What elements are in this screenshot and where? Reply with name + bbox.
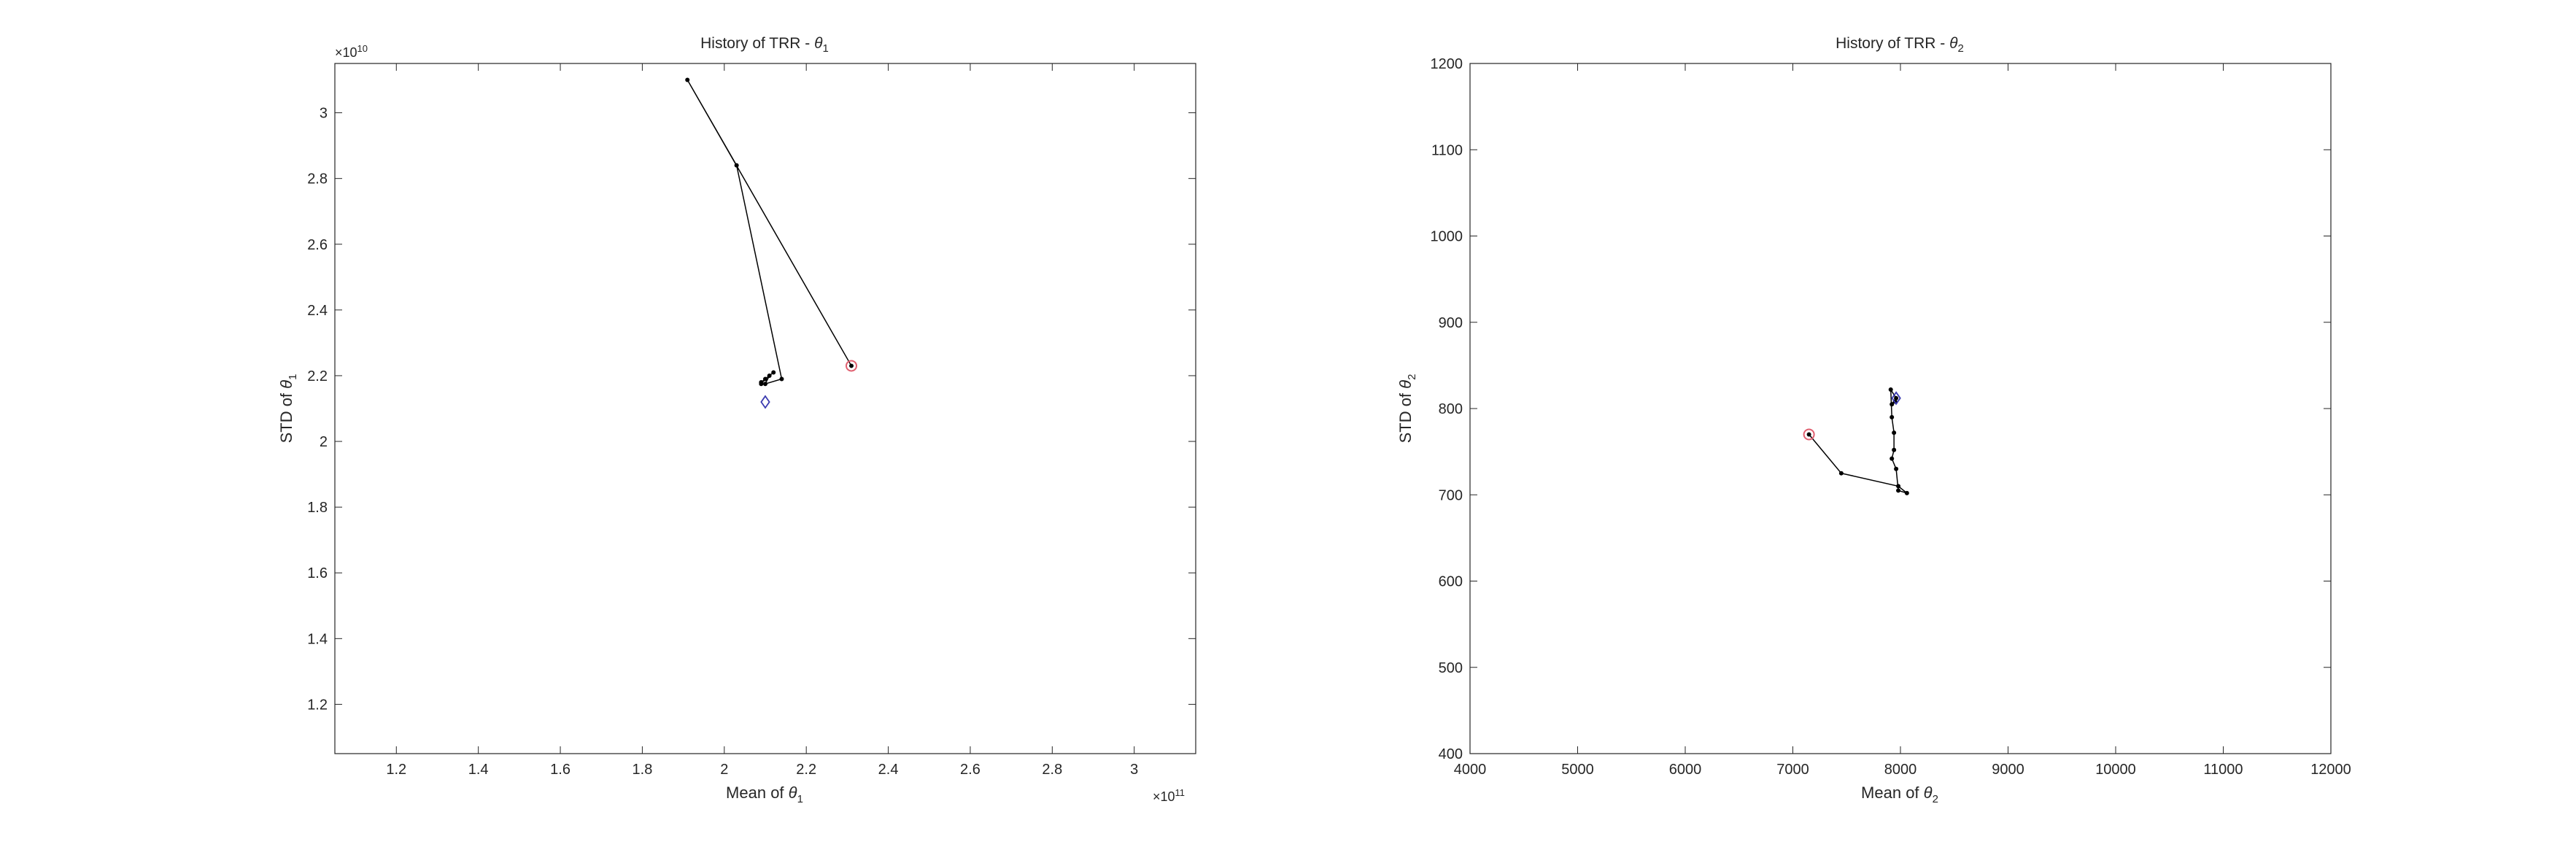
x-tick-label: 2.4 — [878, 762, 899, 778]
history-point — [1890, 402, 1895, 407]
chart2-series — [1803, 387, 1909, 495]
history-point — [759, 382, 764, 387]
history-point — [1894, 466, 1899, 471]
start-marker — [1803, 428, 1815, 441]
y-tick-label: 2.2 — [307, 368, 328, 384]
history-point — [767, 373, 772, 378]
x-tick-label: 2.2 — [796, 762, 816, 778]
y-tick-label: 1200 — [1431, 56, 1463, 72]
y-tick-label: 2.4 — [307, 303, 328, 319]
history-point — [771, 370, 776, 375]
x-tick-label: 5000 — [1561, 762, 1594, 778]
history-point — [763, 376, 767, 382]
x-tick-label: 2.8 — [1042, 762, 1062, 778]
y-tick-label: 3 — [320, 106, 328, 122]
chart1-y-exponent: ×1010 — [335, 43, 368, 60]
chart2-x-axis-label: Mean of θ2 — [1861, 784, 1938, 805]
y-tick-label: 1100 — [1431, 142, 1463, 158]
y-tick-label: 2.6 — [307, 237, 328, 253]
x-tick-label: 11000 — [2203, 762, 2243, 778]
chart2-title: History of TRR - θ2 — [1836, 35, 1964, 55]
history-point — [1890, 414, 1895, 419]
history-point — [1838, 471, 1844, 476]
y-tick-label: 900 — [1439, 315, 1463, 331]
y-tick-label: 1000 — [1431, 229, 1463, 245]
chart1-x-exponent: ×1011 — [1153, 787, 1185, 804]
x-tick-label: 1.2 — [386, 762, 406, 778]
x-tick-label: 8000 — [1884, 762, 1917, 778]
y-tick-label: 2 — [320, 434, 328, 450]
history-point — [763, 382, 767, 387]
history-point — [849, 363, 854, 368]
y-tick-label: 1.2 — [307, 697, 328, 713]
history-point — [1888, 387, 1893, 392]
y-tick-label: 1.4 — [307, 631, 328, 647]
x-tick-label: 2 — [720, 762, 728, 778]
reference-marker — [760, 395, 770, 409]
y-tick-label: 700 — [1439, 487, 1463, 503]
chart1-x-axis-label: Mean of θ1 — [726, 784, 803, 805]
history-point — [1896, 488, 1901, 493]
chart2-plot-area — [1469, 63, 2332, 754]
chart2-y-ticks: 400 500 600 700 800 900 1000 1100 1200 — [1431, 56, 2331, 762]
history-point — [685, 77, 690, 82]
x-tick-label: 1.4 — [468, 762, 489, 778]
history-point — [1904, 490, 1909, 495]
chart-theta2: History of TRR - θ2 4000 5000 6000 7000 8000… — [1396, 35, 2351, 805]
chart1-title: History of TRR - θ1 — [700, 35, 829, 55]
reference-marker — [1891, 391, 1901, 406]
x-tick-label: 6000 — [1669, 762, 1702, 778]
x-tick-label: 1.6 — [550, 762, 570, 778]
y-tick-label: 400 — [1439, 746, 1463, 762]
chart1-y-ticks: 1.2 1.4 1.6 1.8 2 2.2 2.4 2.6 2.8 3 — [307, 106, 1196, 713]
history-point — [1892, 447, 1897, 452]
chart1-x-ticks: 1.2 1.4 1.6 1.8 2 2.2 2.4 2.6 2.8 3 — [386, 63, 1138, 778]
history-point — [1894, 395, 1899, 401]
y-tick-label: 600 — [1439, 574, 1463, 590]
x-tick-label: 3 — [1130, 762, 1138, 778]
x-tick-label: 12000 — [2310, 762, 2351, 778]
history-point — [1896, 484, 1901, 489]
x-tick-label: 7000 — [1776, 762, 1809, 778]
chart-theta1: History of TRR - θ1 1.2 1.4 1.6 1.8 2 2.2 2.4 2… — [277, 35, 1196, 805]
history-point — [779, 376, 784, 382]
chart1-series — [685, 77, 857, 409]
history-point — [734, 163, 739, 168]
y-tick-label: 1.8 — [307, 500, 328, 516]
chart2-x-ticks: 4000 5000 6000 7000 8000 9000 10000 11000 12000 — [1454, 63, 2351, 778]
y-tick-label: 800 — [1439, 401, 1463, 417]
chart1-y-axis-label: STD of θ1 — [277, 374, 299, 444]
chart2-y-axis-label: STD of θ2 — [1396, 374, 1418, 444]
start-marker — [846, 360, 857, 372]
x-tick-label: 4000 — [1454, 762, 1487, 778]
x-tick-label: 9000 — [1992, 762, 2024, 778]
history-point — [1806, 432, 1811, 437]
y-tick-label: 1.6 — [307, 565, 328, 581]
x-tick-label: 2.6 — [960, 762, 980, 778]
y-tick-label: 500 — [1439, 660, 1463, 676]
history-point — [1892, 430, 1897, 436]
x-tick-label: 10000 — [2095, 762, 2136, 778]
y-tick-label: 2.8 — [307, 171, 328, 187]
x-tick-label: 1.8 — [633, 762, 653, 778]
history-point — [1890, 456, 1895, 461]
